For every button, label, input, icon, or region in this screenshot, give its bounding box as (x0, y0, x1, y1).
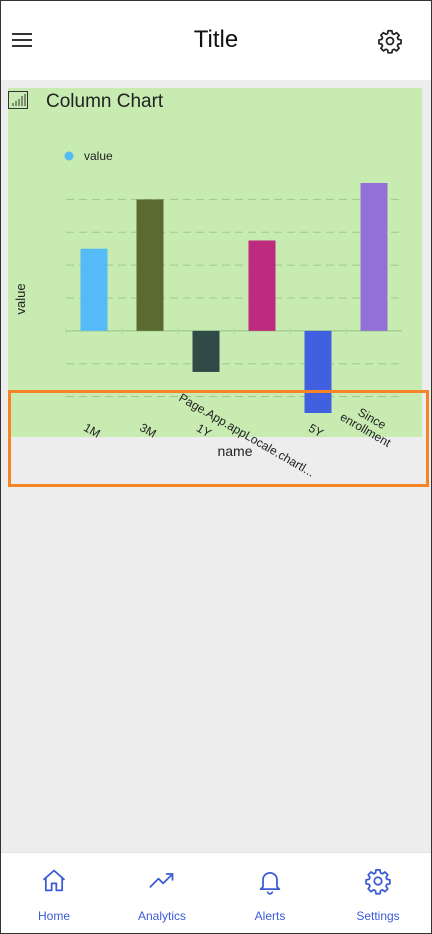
bar (360, 183, 388, 331)
nav-settings[interactable]: Settings (324, 853, 432, 934)
hamburger-icon-line (12, 39, 32, 41)
settings-button[interactable] (377, 28, 403, 54)
bottom-navigation: Home Analytics Alerts Settings (0, 852, 432, 934)
app-header: Title (0, 0, 432, 80)
bar (304, 330, 332, 413)
x-tick-label: 1M (81, 420, 102, 440)
bar (80, 248, 108, 331)
chart-title: Column Chart (46, 91, 164, 112)
home-icon (42, 869, 66, 892)
analytics-icon (149, 873, 174, 888)
gear-icon (378, 29, 402, 54)
nav-alerts[interactable]: Alerts (216, 853, 324, 934)
gear-icon (365, 869, 391, 895)
nav-settings-label: Settings (356, 909, 400, 923)
x-tick-label: 3M (137, 420, 158, 440)
nav-home-label: Home (37, 909, 70, 923)
bar (192, 330, 220, 372)
page-title: Title (193, 26, 239, 53)
hamburger-icon-line (12, 45, 32, 47)
bar (136, 199, 164, 331)
x-tick-label: 5Y (306, 421, 326, 440)
bar (248, 240, 276, 331)
bar-chart-icon (8, 91, 28, 109)
legend-marker (64, 151, 74, 161)
y-axis-label: value (13, 283, 28, 314)
column-chart: value value 1M 3M 1YPage.App.appLocale.chart… (13, 149, 402, 480)
menu-button[interactable] (12, 28, 36, 52)
nav-analytics-label: Analytics (137, 909, 187, 923)
chart-card: Column Chart value value 1M 3M 1Y Page.App.ap… (8, 88, 422, 480)
bell-icon (259, 871, 281, 895)
nav-analytics[interactable]: Analytics (108, 853, 216, 934)
hamburger-icon (12, 33, 32, 35)
legend-label: value (84, 149, 113, 163)
nav-home[interactable]: Home (0, 853, 108, 934)
nav-alerts-label: Alerts (254, 909, 286, 923)
x-tick-label: Sinceenrollment (338, 398, 401, 450)
x-tick-label: Page.App.appLocale.chartl... (177, 390, 317, 479)
x-axis-label: name (217, 443, 252, 459)
x-tick-label: 1Y (194, 421, 214, 440)
